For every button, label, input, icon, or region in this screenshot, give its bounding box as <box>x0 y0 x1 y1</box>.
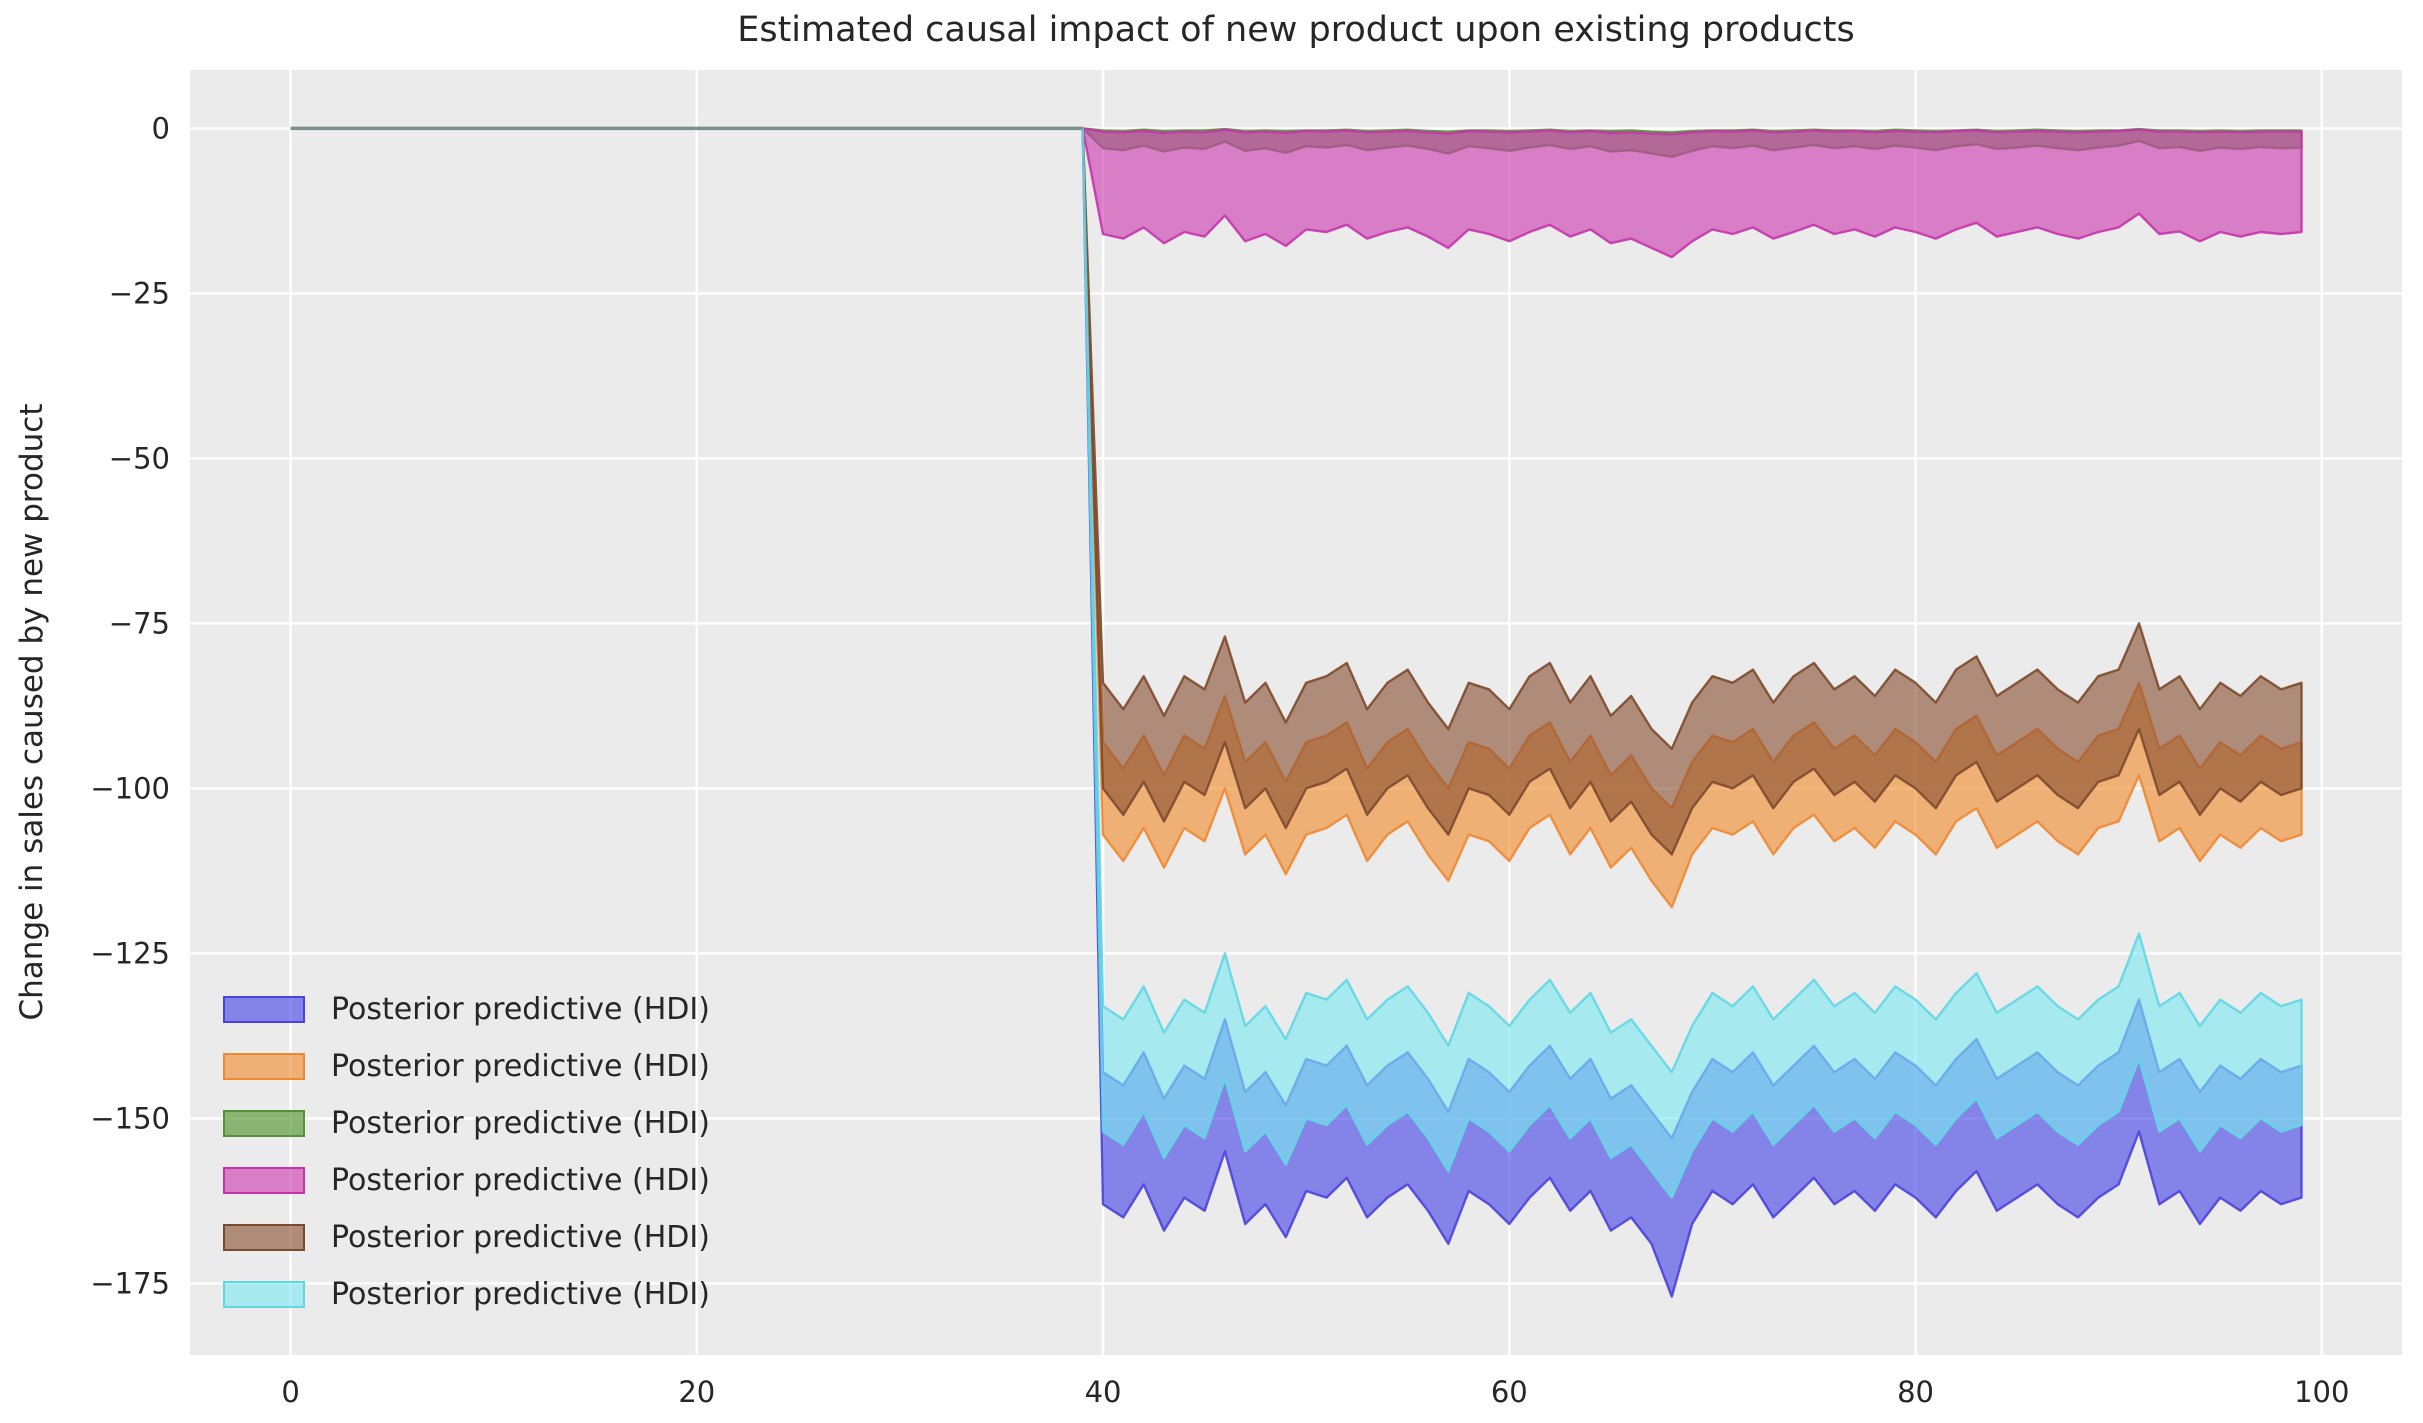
hdi-band-cyan <box>1081 127 2303 1199</box>
y-axis-tick-label: −150 <box>90 1101 170 1135</box>
x-axis-tick-label: 20 <box>678 1375 715 1409</box>
legend-label: Posterior predictive (HDI) <box>331 1219 710 1255</box>
x-axis-tick-label: 40 <box>1085 1375 1122 1409</box>
hdi-edge-pink <box>1081 127 2303 259</box>
legend-item-orange: Posterior predictive (HDI) <box>223 1048 710 1084</box>
hdi-band-pink <box>1081 127 2303 259</box>
y-tick-labels: 0 −25 −50 −75 −100 −125 −150 −175 <box>90 111 170 1300</box>
legend-label: Posterior predictive (HDI) <box>331 991 710 1027</box>
hdi-fill-cyan <box>1082 128 2302 1198</box>
hdi-edge-brown <box>1081 127 2303 856</box>
x-axis-tick-label: 0 <box>281 1375 299 1409</box>
x-axis-tick-label: 60 <box>1491 1375 1528 1409</box>
legend-item-green: Posterior predictive (HDI) <box>223 1105 710 1141</box>
legend-swatch-brown <box>223 1224 305 1251</box>
legend-item-cyan: Posterior predictive (HDI) <box>223 1276 710 1312</box>
legend-swatch-blue <box>223 996 305 1023</box>
legend-item-blue: Posterior predictive (HDI) <box>223 991 710 1027</box>
y-axis-tick-label: −100 <box>90 771 170 805</box>
legend: Posterior predictive (HDI) Posterior pred… <box>223 991 710 1338</box>
legend-swatch-green <box>223 1110 305 1137</box>
x-axis-tick-label: 80 <box>1897 1375 1934 1409</box>
hdi-fill-blue <box>1082 128 2302 1297</box>
hdi-fill-pink <box>1082 128 2302 258</box>
y-axis-tick-label: 0 <box>152 111 170 145</box>
legend-label: Posterior predictive (HDI) <box>331 1276 710 1312</box>
legend-label: Posterior predictive (HDI) <box>331 1162 710 1198</box>
y-axis-tick-label: −75 <box>109 606 170 640</box>
hdi-fill-orange <box>1082 128 2302 908</box>
y-axis-tick-label: −125 <box>90 936 170 970</box>
legend-item-pink: Posterior predictive (HDI) <box>223 1162 710 1198</box>
y-axis-tick-label: −25 <box>109 276 170 310</box>
x-axis-tick-label: 100 <box>2294 1375 2349 1409</box>
legend-item-brown: Posterior predictive (HDI) <box>223 1219 710 1255</box>
y-axis-label: Change in sales caused by new product <box>14 403 50 1021</box>
y-axis-tick-label: −175 <box>90 1266 170 1300</box>
hdi-edge-cyan <box>1081 127 2303 1199</box>
legend-swatch-cyan <box>223 1281 305 1308</box>
legend-swatch-orange <box>223 1053 305 1080</box>
y-axis-tick-label: −50 <box>109 441 170 475</box>
legend-label: Posterior predictive (HDI) <box>331 1048 710 1084</box>
x-tick-labels: 0 20 40 60 80 100 <box>281 1375 2349 1409</box>
legend-label: Posterior predictive (HDI) <box>331 1105 710 1141</box>
chart-title: Estimated causal impact of new product u… <box>737 10 1855 50</box>
hdi-band-brown <box>1081 127 2303 856</box>
legend-swatch-pink <box>223 1167 305 1194</box>
